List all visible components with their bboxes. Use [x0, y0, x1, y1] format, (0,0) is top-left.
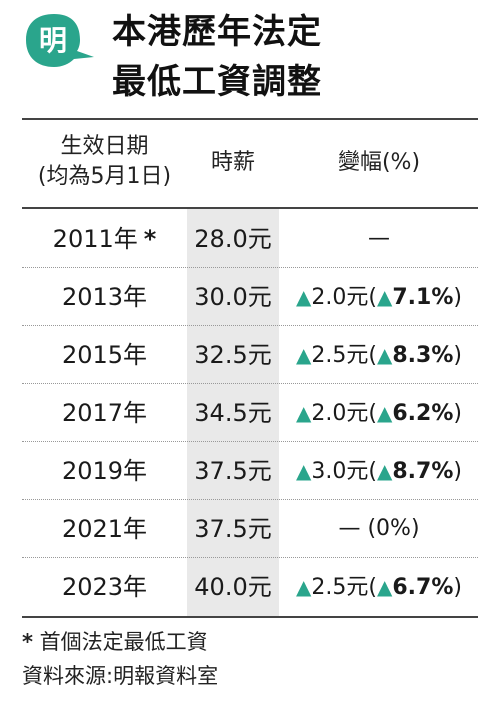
cell-year: 2013年 — [22, 268, 187, 326]
row-divider — [22, 441, 478, 442]
change-text: — (0%) — [338, 516, 420, 541]
cell-change: ▲2.0元(▲7.1%) — [280, 268, 478, 326]
change-percent: 6.7% — [392, 575, 454, 600]
footnote-marker: * — [22, 630, 33, 654]
cell-change: ▲2.5元(▲6.7%) — [280, 558, 478, 616]
header-effective-date: 生效日期 (均為5月1日) — [22, 132, 187, 192]
cell-hourly-wage: 32.5元 — [194, 341, 272, 369]
year-text: 2023年 — [61, 573, 148, 601]
up-triangle-icon: ▲ — [376, 285, 393, 309]
change-amount: 2.0元( — [311, 285, 377, 310]
cell-change: ▲2.0元(▲6.2%) — [280, 384, 478, 442]
up-triangle-icon: ▲ — [296, 459, 312, 483]
change-amount: 3.0元( — [311, 459, 377, 484]
logo-char: 明 — [39, 24, 67, 57]
row-divider — [22, 325, 478, 326]
table-header-rule — [22, 207, 478, 209]
year-text: 2019年 — [61, 457, 148, 485]
wage-column-shade — [187, 209, 279, 616]
cell-change: ▲2.5元(▲8.3%) — [280, 326, 478, 384]
footnote-marker: * — [143, 225, 157, 253]
up-triangle-icon: ▲ — [376, 401, 393, 425]
cell-hourly-wage: 37.5元 — [194, 457, 272, 485]
up-triangle-icon: ▲ — [296, 575, 312, 599]
row-divider — [22, 499, 478, 500]
change-percent: 8.3% — [392, 343, 454, 368]
up-triangle-icon: ▲ — [376, 575, 393, 599]
cell-year: 2015年 — [22, 326, 187, 384]
close-paren: ) — [453, 285, 462, 310]
up-triangle-icon: ▲ — [296, 401, 312, 425]
up-triangle-icon: ▲ — [296, 285, 312, 309]
up-triangle-icon: ▲ — [296, 343, 312, 367]
close-paren: ) — [453, 401, 462, 426]
table-row: 2023年 40.0元 ▲2.5元(▲6.7%) — [22, 558, 478, 616]
footnote: * 首個法定最低工資 — [22, 628, 208, 656]
change-percent: 8.7% — [392, 459, 454, 484]
change-percent: 6.2% — [392, 401, 454, 426]
table-top-rule — [22, 118, 478, 120]
header-hourly-wage: 時薪 — [210, 150, 255, 175]
year-text: 2015年 — [61, 341, 148, 369]
cell-change: ▲3.0元(▲8.7%) — [280, 442, 478, 500]
cell-year: 2017年 — [22, 384, 187, 442]
cell-hourly-wage: 28.0元 — [194, 225, 272, 253]
table-row: 2015年 32.5元 ▲2.5元(▲8.3%) — [22, 326, 478, 384]
close-paren: ) — [453, 459, 462, 484]
table-row: 2019年 37.5元 ▲3.0元(▲8.7%) — [22, 442, 478, 500]
change-amount: 2.5元( — [311, 575, 377, 600]
cell-year: 2011年 * — [22, 210, 187, 268]
row-divider — [22, 383, 478, 384]
up-triangle-icon: ▲ — [376, 459, 393, 483]
header-change: 變幅(%) — [337, 150, 421, 175]
cell-year: 2021年 — [22, 500, 187, 558]
change-amount: 2.0元( — [311, 401, 377, 426]
cell-hourly-wage: 34.5元 — [194, 399, 272, 427]
close-paren: ) — [453, 575, 462, 600]
table-row: 2013年 30.0元 ▲2.0元(▲7.1%) — [22, 268, 478, 326]
year-text: 2011年 — [52, 225, 138, 253]
cell-hourly-wage: 40.0元 — [194, 573, 272, 601]
chart-title-line2: 最低工資調整 — [112, 62, 322, 102]
row-divider — [22, 557, 478, 558]
table-row: 2021年 37.5元 — (0%) — [22, 500, 478, 558]
change-percent: 7.1% — [392, 285, 454, 310]
cell-hourly-wage: 37.5元 — [194, 515, 272, 543]
ming-pao-logo-icon: 明 — [26, 14, 94, 67]
table-row: 2017年 34.5元 ▲2.0元(▲6.2%) — [22, 384, 478, 442]
year-text: 2017年 — [61, 399, 148, 427]
cell-year: 2019年 — [22, 442, 187, 500]
table-row: 2011年 * 28.0元 — — [22, 210, 478, 268]
year-text: 2021年 — [61, 515, 148, 543]
cell-year: 2023年 — [22, 558, 187, 616]
header-date-line1: 生效日期 — [60, 134, 149, 159]
year-text: 2013年 — [61, 283, 148, 311]
cell-hourly-wage: 30.0元 — [194, 283, 272, 311]
change-text: — — [368, 226, 390, 251]
up-triangle-icon: ▲ — [376, 343, 393, 367]
footnote-text: 首個法定最低工資 — [39, 630, 208, 654]
table-bottom-rule — [22, 616, 478, 618]
source-note: 資料來源:明報資料室 — [22, 664, 219, 688]
change-amount: 2.5元( — [311, 343, 377, 368]
cell-change: — — [280, 210, 478, 268]
close-paren: ) — [453, 343, 462, 368]
chart-title-line1: 本港歷年法定 — [112, 12, 322, 52]
header-date-line2: (均為5月1日) — [37, 164, 172, 189]
cell-change: — (0%) — [280, 500, 478, 558]
row-divider — [22, 267, 478, 268]
